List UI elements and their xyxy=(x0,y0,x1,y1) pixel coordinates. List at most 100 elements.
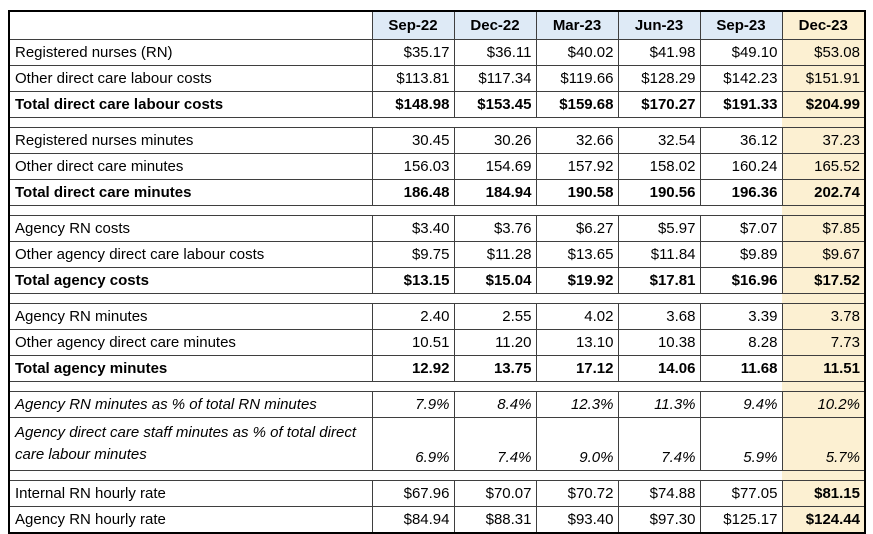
header-row: Sep-22 Dec-22 Mar-23 Jun-23 Sep-23 Dec-23 xyxy=(8,10,866,40)
value-cell: 11.3% xyxy=(617,391,701,418)
value-cell: 5.9% xyxy=(699,417,783,471)
value-cell: $70.72 xyxy=(535,480,619,507)
spacer-cell-highlight xyxy=(782,470,865,481)
table-row-hourly-rates-1: Agency RN hourly rate $84.94 $88.31 $93.40 $… xyxy=(8,506,866,534)
value-cell: 190.56 xyxy=(617,179,701,206)
value-cell: 8.28 xyxy=(699,329,783,356)
value-cell: 32.66 xyxy=(535,127,619,154)
value-cell: 10.51 xyxy=(371,329,455,356)
value-cell: 9.0% xyxy=(535,417,619,471)
row-label: Registered nurses minutes xyxy=(8,127,373,154)
value-cell: $19.92 xyxy=(535,267,619,294)
value-cell: $13.65 xyxy=(535,241,619,268)
value-cell: $35.17 xyxy=(371,39,455,66)
value-cell: 11.20 xyxy=(453,329,537,356)
table-row-agency-minutes-2: Total agency minutes 12.92 13.75 17.12 14.06… xyxy=(8,355,866,382)
value-cell: 160.24 xyxy=(699,153,783,180)
value-cell: $40.02 xyxy=(535,39,619,66)
table-row-direct-care-costs-1: Other direct care labour costs $113.81 $11… xyxy=(8,65,866,92)
value-cell: 3.68 xyxy=(617,303,701,330)
value-cell: $170.27 xyxy=(617,91,701,118)
value-cell: $9.89 xyxy=(699,241,783,268)
spacer-cell xyxy=(9,381,782,392)
value-cell: 12.3% xyxy=(535,391,619,418)
value-cell: 14.06 xyxy=(617,355,701,382)
value-cell: 5.7% xyxy=(781,417,866,471)
value-cell: 30.45 xyxy=(371,127,455,154)
value-cell: $16.96 xyxy=(699,267,783,294)
value-cell: 17.12 xyxy=(535,355,619,382)
labour-costs-table: Sep-22 Dec-22 Mar-23 Jun-23 Sep-23 Dec-23 Regi… xyxy=(8,10,866,534)
value-cell: 11.51 xyxy=(781,355,866,382)
table-row-agency-costs-0: Agency RN costs $3.40 $3.76 $6.27 $5.97 $7.07… xyxy=(8,215,866,242)
value-cell: 2.55 xyxy=(453,303,537,330)
section-spacer-row xyxy=(9,117,865,128)
table-row-agency-minutes-1: Other agency direct care minutes 10.51 11.… xyxy=(8,329,866,356)
table-row-agency-costs-2: Total agency costs $13.15 $15.04 $19.92 $17.… xyxy=(8,267,866,294)
table-row-direct-care-minutes-2: Total direct care minutes 186.48 184.94 190… xyxy=(8,179,866,206)
column-header-sep-22: Sep-22 xyxy=(371,10,455,40)
value-cell: 2.40 xyxy=(371,303,455,330)
value-cell: $117.34 xyxy=(453,65,537,92)
value-cell: 3.78 xyxy=(781,303,866,330)
value-cell: $9.67 xyxy=(781,241,866,268)
table-row-agency-costs-1: Other agency direct care labour costs $9.… xyxy=(8,241,866,268)
value-cell: $49.10 xyxy=(699,39,783,66)
value-cell: $148.98 xyxy=(371,91,455,118)
value-cell: 156.03 xyxy=(371,153,455,180)
value-cell: 6.9% xyxy=(371,417,455,471)
row-label: Agency RN minutes as % of total RN minut… xyxy=(8,391,373,418)
column-header-dec-22: Dec-22 xyxy=(453,10,537,40)
value-cell: $204.99 xyxy=(781,91,866,118)
value-cell: $124.44 xyxy=(781,506,866,534)
value-cell: $15.04 xyxy=(453,267,537,294)
value-cell: $119.66 xyxy=(535,65,619,92)
value-cell: $3.40 xyxy=(371,215,455,242)
value-cell: $11.84 xyxy=(617,241,701,268)
value-cell: $77.05 xyxy=(699,480,783,507)
value-cell: $6.27 xyxy=(535,215,619,242)
row-label: Total agency minutes xyxy=(8,355,373,382)
value-cell: $70.07 xyxy=(453,480,537,507)
column-header-jun-23: Jun-23 xyxy=(617,10,701,40)
spacer-cell xyxy=(9,470,782,481)
value-cell: $125.17 xyxy=(699,506,783,534)
row-label: Internal RN hourly rate xyxy=(8,480,373,507)
row-label: Total direct care labour costs xyxy=(8,91,373,118)
value-cell: $17.81 xyxy=(617,267,701,294)
value-cell: $159.68 xyxy=(535,91,619,118)
spacer-cell-highlight xyxy=(782,205,865,216)
value-cell: 3.39 xyxy=(699,303,783,330)
row-label: Agency RN minutes xyxy=(8,303,373,330)
value-cell: $113.81 xyxy=(371,65,455,92)
row-label: Other agency direct care minutes xyxy=(8,329,373,356)
value-cell: 154.69 xyxy=(453,153,537,180)
value-cell: 190.58 xyxy=(535,179,619,206)
value-cell: $9.75 xyxy=(371,241,455,268)
value-cell: $7.85 xyxy=(781,215,866,242)
value-cell: 4.02 xyxy=(535,303,619,330)
spacer-cell xyxy=(9,205,782,216)
value-cell: 8.4% xyxy=(453,391,537,418)
value-cell: 186.48 xyxy=(371,179,455,206)
value-cell: 196.36 xyxy=(699,179,783,206)
value-cell: 165.52 xyxy=(781,153,866,180)
value-cell: $84.94 xyxy=(371,506,455,534)
value-cell: 13.10 xyxy=(535,329,619,356)
value-cell: 30.26 xyxy=(453,127,537,154)
row-label: Other agency direct care labour costs xyxy=(8,241,373,268)
row-label: Agency RN hourly rate xyxy=(8,506,373,534)
row-label: Agency RN costs xyxy=(8,215,373,242)
spacer-cell xyxy=(9,117,782,128)
section-spacer-row xyxy=(9,205,865,216)
value-cell: $153.45 xyxy=(453,91,537,118)
row-label: Registered nurses (RN) xyxy=(8,39,373,66)
value-cell: 36.12 xyxy=(699,127,783,154)
value-cell: $142.23 xyxy=(699,65,783,92)
value-cell: 37.23 xyxy=(781,127,866,154)
value-cell: 184.94 xyxy=(453,179,537,206)
value-cell: $3.76 xyxy=(453,215,537,242)
value-cell: 11.68 xyxy=(699,355,783,382)
spacer-cell xyxy=(9,293,782,304)
value-cell: $97.30 xyxy=(617,506,701,534)
